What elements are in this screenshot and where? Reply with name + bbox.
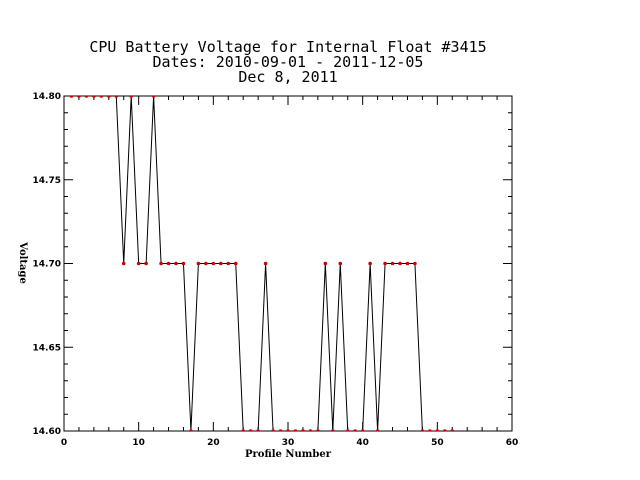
data-point [248,429,253,431]
y-tick-label: 14.70 [33,260,61,270]
data-point [435,429,440,431]
data-point [286,429,290,431]
data-point [129,96,133,98]
chart-title-line-1: CPU Battery Voltage for Internal Float #… [89,38,486,56]
data-point [189,429,193,431]
y-tick-label: 14.80 [33,92,61,102]
data-point [331,429,335,431]
data-point [383,261,387,266]
x-tick-label: 30 [282,438,295,448]
data-point [204,261,208,266]
data-point [345,429,350,431]
data-point [390,261,395,266]
data-point [353,429,357,431]
data-point [226,261,231,266]
data-point [99,96,104,98]
data-point [301,429,305,431]
x-tick-label: 40 [356,438,369,448]
data-point [84,96,89,98]
data-point [174,261,178,266]
data-point [121,261,126,266]
y-tick-label: 14.75 [33,176,61,186]
data-point [368,261,372,266]
data-point [405,261,410,266]
data-point [219,261,223,266]
data-point [428,429,432,431]
data-point [136,261,141,266]
data-point [308,429,313,431]
data-point [443,429,447,431]
data-point [166,261,171,266]
data-point [114,96,119,98]
data-point [256,429,260,431]
data-point [420,429,425,431]
data-point [323,261,328,266]
data-point [360,429,365,431]
x-tick-label: 60 [506,438,519,448]
data-point [92,96,96,98]
data-point [450,429,455,431]
data-point [196,261,201,266]
x-tick-label: 20 [207,438,220,448]
minor-ticks [64,96,512,431]
x-tick-label: 50 [431,438,444,448]
data-point [338,261,343,266]
data-point [271,429,275,431]
y-tick-label: 14.60 [33,427,61,437]
plot-frame [63,95,513,432]
series-markers [69,96,455,431]
data-point [413,261,417,266]
data-point [107,96,111,98]
data-point [241,429,245,431]
data-point [398,261,402,266]
data-point [278,429,283,431]
data-point [263,261,268,266]
y-axis-ticks: 14.60 14.65 14.70 14.75 14.80 [33,92,512,437]
chart-title-line-3: Dec 8, 2011 [238,68,337,86]
x-tick-label: 10 [132,438,145,448]
data-point [211,261,216,266]
data-point [69,96,74,98]
series-line [71,96,453,431]
y-tick-label: 14.65 [33,343,61,353]
data-point [77,96,81,98]
x-tick-label: 0 [61,438,67,448]
data-point [316,429,320,431]
data-point [293,429,298,431]
data-point [181,261,186,266]
x-axis-ticks: 0 10 20 30 40 50 60 [61,96,518,448]
data-point [233,261,238,266]
x-axis-label: Profile Number [245,449,332,460]
data-point [159,261,163,266]
data-point [151,96,156,98]
chart-title-line-2: Dates: 2010-09-01 - 2011-12-05 [153,53,424,71]
data-point [375,429,380,431]
y-axis-label: Voltage [17,241,28,284]
data-point [144,261,148,266]
